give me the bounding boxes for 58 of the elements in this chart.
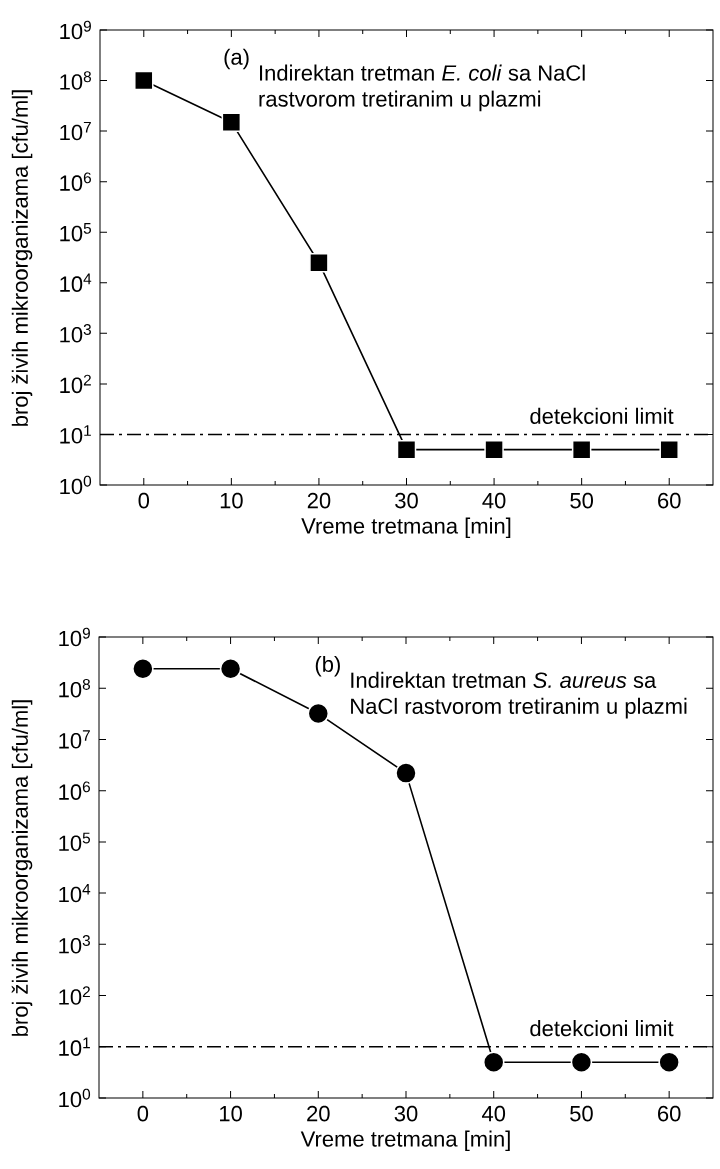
annotation: (a): [224, 48, 249, 70]
x-tick-label: 50: [570, 1105, 593, 1122]
x-tick-label: 60: [658, 1105, 681, 1122]
point: [571, 439, 592, 460]
point: [221, 112, 242, 132]
annotation: Indirektan tretman S. aureus sa NaCl rastvorom tretiranim u plazmi: [351, 671, 687, 719]
ref-line-label: detekcioni limit: [530, 1020, 674, 1037]
ref-line-label: detekcioni limit: [530, 407, 674, 424]
point: [659, 439, 679, 460]
point: [134, 70, 154, 91]
point: [482, 1051, 505, 1073]
point: [132, 657, 154, 680]
point: [307, 702, 330, 725]
point: [395, 762, 417, 784]
point: [570, 1051, 593, 1073]
x-tick-label: 10: [220, 1105, 242, 1122]
x-tick-label: 20: [307, 492, 331, 509]
x-tick-label: 0: [137, 1105, 149, 1122]
point: [396, 439, 417, 460]
point: [219, 657, 242, 680]
point: [484, 439, 504, 460]
x-tick-label: 30: [395, 492, 418, 509]
x-tick-label: 20: [307, 1105, 330, 1122]
y-tick-label: 10$^{4}$: [59, 883, 91, 903]
y-tick-label: 10$^{6}$: [60, 172, 91, 191]
x-tick-label: 40: [481, 1105, 506, 1122]
y-tick-label: 10$^{0}$: [59, 1088, 91, 1108]
y-tick-label: 10$^{9}$: [60, 20, 91, 40]
y-tick-label: 10$^{1}$: [60, 425, 91, 444]
y-tick-label: 10$^{2}$: [59, 986, 90, 1005]
y-tick-label: 10$^{4}$: [60, 273, 92, 292]
x-tick-label: 0: [138, 492, 150, 509]
y-tick-label: 10$^{6}$: [59, 781, 90, 800]
x-tick-label: 10: [220, 492, 243, 509]
x-tick-label: 50: [570, 492, 594, 509]
x-tick-label: 40: [482, 492, 506, 509]
annotation: Indirektan tretman E. coli sa NaCl rastvorom tretiranim u plazmi: [259, 64, 585, 112]
y-tick-label: 10$^{5}$: [59, 832, 91, 852]
x-axis-title: Vreme tretmana [min]: [300, 1130, 510, 1152]
y-tick-label: 10$^{8}$: [59, 678, 90, 698]
y-tick-label: 10$^{5}$: [60, 223, 92, 242]
y-tick-label: 10$^{7}$: [59, 730, 90, 749]
y-tick-label: 10$^{0}$: [60, 475, 92, 495]
x-axis-title: Vreme tretmana [min]: [301, 517, 511, 539]
y-tick-label: 10$^{1}$: [59, 1037, 90, 1056]
y-tick-label: 10$^{7}$: [60, 121, 91, 141]
y-axis-title: broj živih mikroorganizama [cfu/ml]: [11, 700, 33, 1036]
y-tick-label: 10$^{2}$: [60, 374, 91, 394]
y-axis-title: broj živih mikroorganizama [cfu/ml]: [11, 90, 33, 426]
y-tick-label: 10$^{3}$: [59, 935, 90, 954]
annotation: (b): [315, 655, 340, 677]
x-tick-label: 60: [658, 492, 681, 509]
point: [309, 252, 329, 273]
x-tick-label: 30: [394, 1105, 418, 1122]
y-tick-label: 10$^{9}$: [59, 627, 90, 647]
point: [658, 1051, 680, 1073]
y-tick-label: 10$^{8}$: [60, 71, 91, 90]
y-tick-label: 10$^{3}$: [60, 324, 91, 343]
